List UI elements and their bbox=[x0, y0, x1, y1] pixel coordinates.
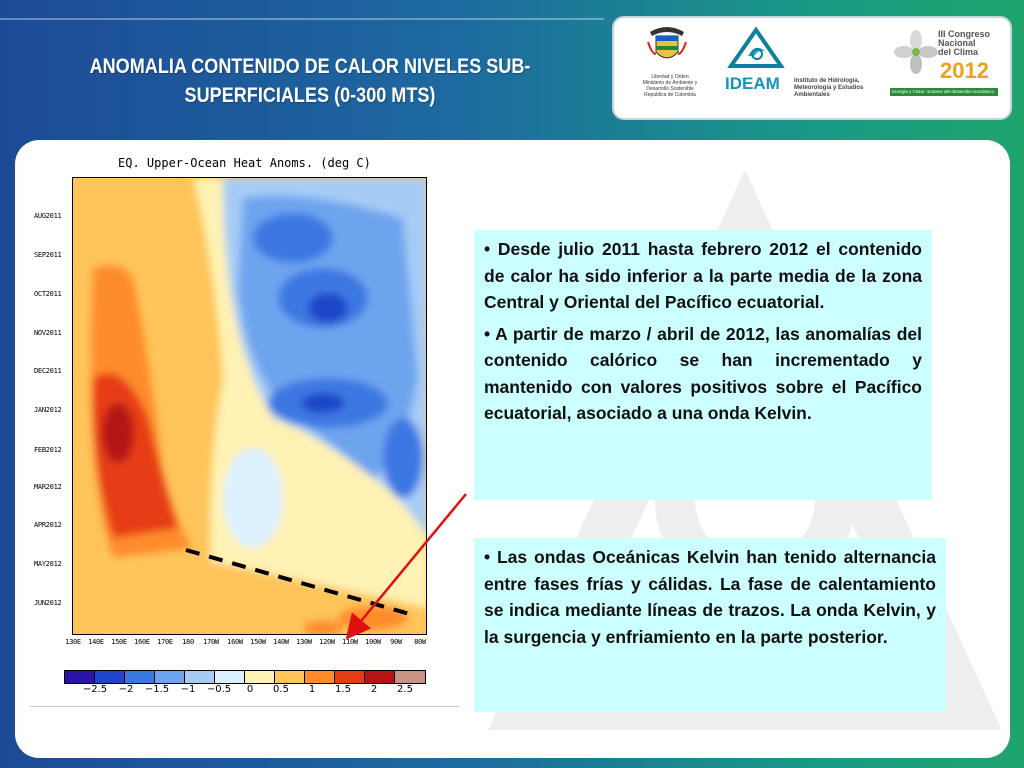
top-divider-line bbox=[0, 18, 604, 20]
explanation-box-1: • Desde julio 2011 hasta febrero 2012 el… bbox=[474, 230, 932, 500]
colorbar-swatch bbox=[275, 671, 305, 683]
bullet-paragraph: • A partir de marzo / abril de 2012, las… bbox=[484, 323, 922, 424]
colorbar-label: 0.5 bbox=[273, 684, 289, 695]
colorbar-swatch bbox=[365, 671, 395, 683]
coat-of-arms-icon bbox=[647, 27, 687, 59]
ideam-full-name: Instituto de Hidrología, Meteorología y … bbox=[794, 78, 864, 98]
y-tick-label: APR2012 bbox=[34, 521, 62, 529]
congreso-title: III Congreso Nacional del Clima bbox=[938, 29, 991, 57]
y-tick-label: NOV2011 bbox=[34, 329, 62, 337]
heat-anomaly-hovmoller-plot bbox=[72, 177, 427, 635]
colorbar-label: −2.5 bbox=[82, 684, 108, 695]
y-tick-label: OCT2011 bbox=[34, 290, 62, 298]
colorbar-label: 1.5 bbox=[335, 684, 351, 695]
x-tick-label: 150E bbox=[111, 638, 127, 646]
y-tick-label: JUN2012 bbox=[34, 599, 62, 607]
colorbar-label: −0.5 bbox=[206, 684, 232, 695]
x-tick-label: 160W bbox=[227, 638, 243, 646]
colorbar-label: −1 bbox=[180, 684, 196, 695]
ideam-logo-icon bbox=[727, 26, 785, 68]
y-tick-label: MAY2012 bbox=[34, 560, 62, 568]
colorbar-swatch bbox=[245, 671, 275, 683]
explanation-box-2: • Las ondas Oceánicas Kelvin han tenido … bbox=[474, 538, 946, 712]
y-tick-label: DEC2011 bbox=[34, 367, 62, 375]
congreso-year: 2012 bbox=[940, 58, 989, 83]
x-tick-label: 90W bbox=[390, 638, 402, 646]
x-tick-label: 130E bbox=[65, 638, 81, 646]
colorbar-swatch bbox=[95, 671, 125, 683]
colorbar-swatch bbox=[395, 671, 425, 683]
colorbar-label: 2 bbox=[370, 684, 378, 695]
colorbar-swatch bbox=[305, 671, 335, 683]
y-tick-label: SEP2011 bbox=[34, 251, 62, 259]
congreso-flower-icon bbox=[894, 30, 938, 74]
ideam-name: IDEAM bbox=[725, 74, 780, 93]
colorbar-swatch bbox=[65, 671, 95, 683]
x-tick-label: 140W bbox=[273, 638, 289, 646]
colorbar-label: 0 bbox=[246, 684, 254, 695]
x-tick-label: 180 bbox=[182, 638, 194, 646]
colorbar-swatch bbox=[215, 671, 245, 683]
ministerio-label: Libertad y Orden Ministerio de Ambiente … bbox=[642, 74, 698, 98]
x-tick-label: 120W bbox=[319, 638, 335, 646]
bullet-paragraph: • Las ondas Oceánicas Kelvin han tenido … bbox=[484, 547, 936, 647]
colorbar-label: −2 bbox=[118, 684, 134, 695]
x-tick-label: 150W bbox=[250, 638, 266, 646]
x-tick-label: 110W bbox=[342, 638, 358, 646]
colorbar-swatch bbox=[155, 671, 185, 683]
x-tick-label: 130W bbox=[296, 638, 312, 646]
colorbar-swatch bbox=[125, 671, 155, 683]
x-tick-label: 170E bbox=[157, 638, 173, 646]
x-tick-label: 140E bbox=[88, 638, 104, 646]
congreso-tagline: Energía y Clima: motores del desarrollo … bbox=[890, 88, 998, 96]
colorbar-swatch bbox=[335, 671, 365, 683]
hovmoller-field bbox=[73, 178, 426, 634]
figure-title: EQ. Upper-Ocean Heat Anoms. (deg C) bbox=[118, 156, 371, 170]
colorbar bbox=[64, 670, 426, 684]
logo-banner: Libertad y Orden Ministerio de Ambiente … bbox=[612, 16, 1012, 120]
y-tick-label: MAR2012 bbox=[34, 483, 62, 491]
y-tick-label: FEB2012 bbox=[34, 446, 62, 454]
colorbar-label: 2.5 bbox=[397, 684, 413, 695]
x-tick-label: 160E bbox=[134, 638, 150, 646]
colorbar-label: −1.5 bbox=[144, 684, 170, 695]
x-tick-label: 80W bbox=[414, 638, 426, 646]
slide-title: ANOMALIA CONTENIDO DE CALOR NIVELES SUB-… bbox=[89, 55, 531, 107]
y-tick-label: AUG2011 bbox=[34, 212, 62, 220]
colorbar-label: 1 bbox=[308, 684, 316, 695]
colorbar-swatch bbox=[185, 671, 215, 683]
x-tick-label: 170W bbox=[203, 638, 219, 646]
bullet-paragraph: • Desde julio 2011 hasta febrero 2012 el… bbox=[484, 239, 922, 312]
figure-divider-line bbox=[30, 706, 460, 707]
x-tick-label: 100W bbox=[365, 638, 381, 646]
y-tick-label: JAN2012 bbox=[34, 406, 62, 414]
